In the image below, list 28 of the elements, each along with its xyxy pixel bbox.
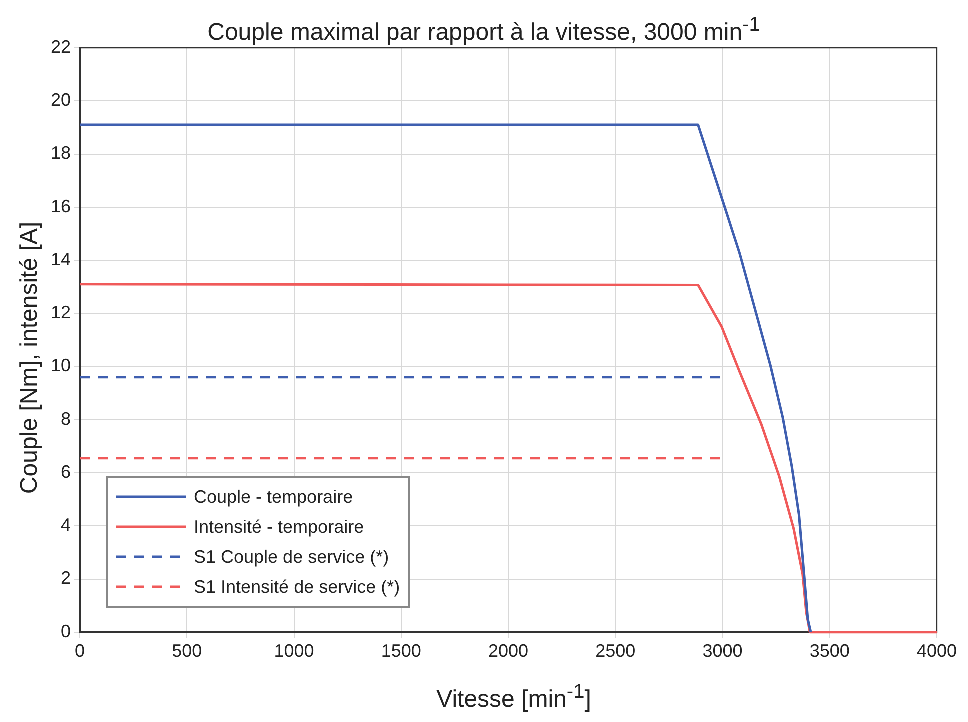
x-tick-label: 2000 — [488, 641, 529, 662]
legend-label: S1 Couple de service (*) — [194, 546, 390, 568]
x-tick-label: 0 — [75, 641, 86, 662]
x-axis-title: Vitesse [min$^{-1}$] — [436, 681, 592, 714]
x-tick-label: 2500 — [596, 641, 636, 662]
y-tick-label: 2 — [61, 568, 72, 588]
legend-label: S1 Intensité de service (*) — [194, 576, 400, 598]
y-tick-label: 10 — [50, 356, 72, 376]
chart-title: Couple maximal par rapport à la vitesse, 3000 min$^{-1}$ — [208, 14, 760, 46]
x-tick-label: 3500 — [810, 641, 850, 662]
legend-label: Couple - temporaire — [194, 486, 354, 508]
y-tick-label: 18 — [50, 143, 72, 164]
x-tick-label: 1000 — [274, 641, 314, 662]
y-tick-label: 20 — [50, 90, 72, 110]
legend-label: Intensité - temporaire — [194, 516, 364, 538]
y-tick-label: 8 — [61, 408, 72, 429]
y-tick-label: 6 — [61, 462, 72, 482]
x-tick-label: 4000 — [916, 641, 957, 662]
y-tick-label: 16 — [50, 196, 72, 216]
x-tick-label: 1500 — [381, 641, 422, 662]
y-tick-label: 0 — [61, 621, 72, 642]
y-tick-label: 22 — [50, 36, 72, 57]
y-tick-label: 14 — [50, 249, 72, 270]
y-axis-title: Couple [Nm], intensité [A] — [16, 222, 44, 494]
x-tick-label: 500 — [172, 641, 202, 662]
y-tick-label: 12 — [50, 302, 72, 323]
x-tick-label: 3000 — [702, 641, 743, 662]
y-tick-label: 4 — [61, 515, 72, 536]
